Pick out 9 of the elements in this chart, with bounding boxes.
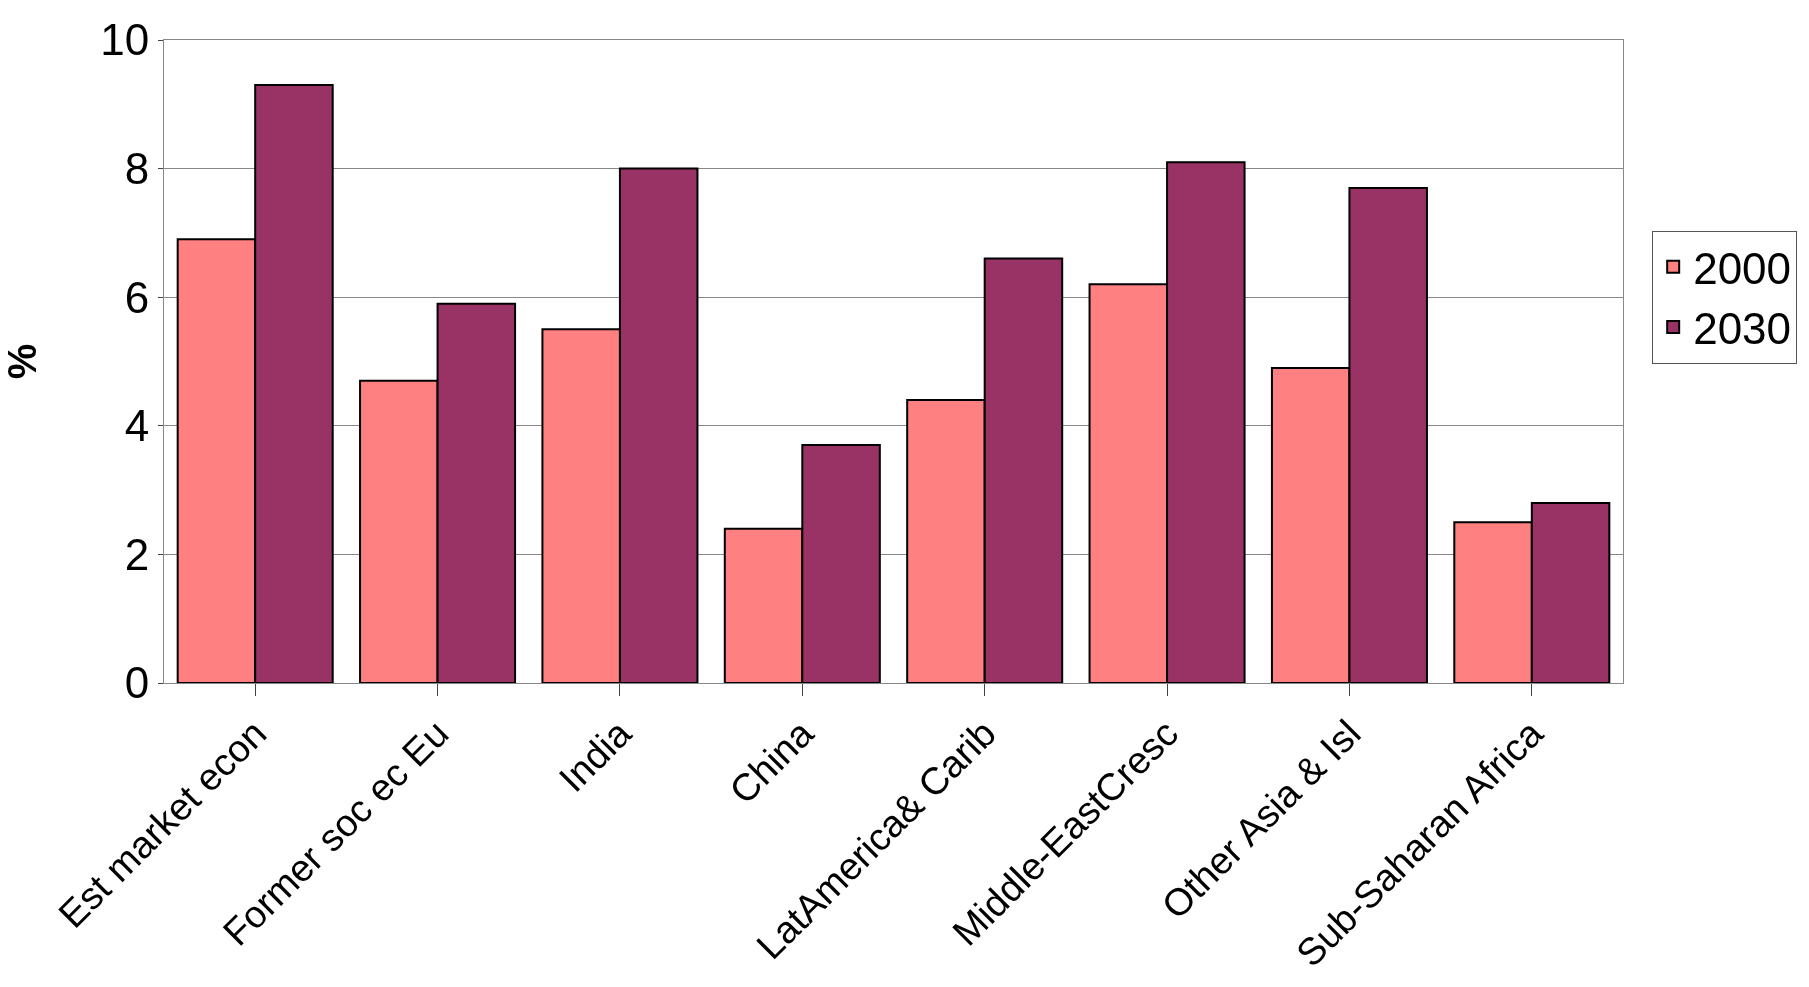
y-tick-label: 6: [124, 272, 150, 322]
y-tick-label: 2: [124, 529, 150, 579]
legend-label: 2030: [1693, 304, 1792, 354]
y-tick-label: 0: [124, 658, 150, 708]
y-tick-label: 10: [100, 15, 150, 65]
y-tick-label: 8: [124, 144, 150, 193]
legend-label: 2000: [1693, 243, 1792, 293]
y-axis-title: %: [0, 343, 44, 380]
y-tick-label: 4: [124, 401, 150, 451]
